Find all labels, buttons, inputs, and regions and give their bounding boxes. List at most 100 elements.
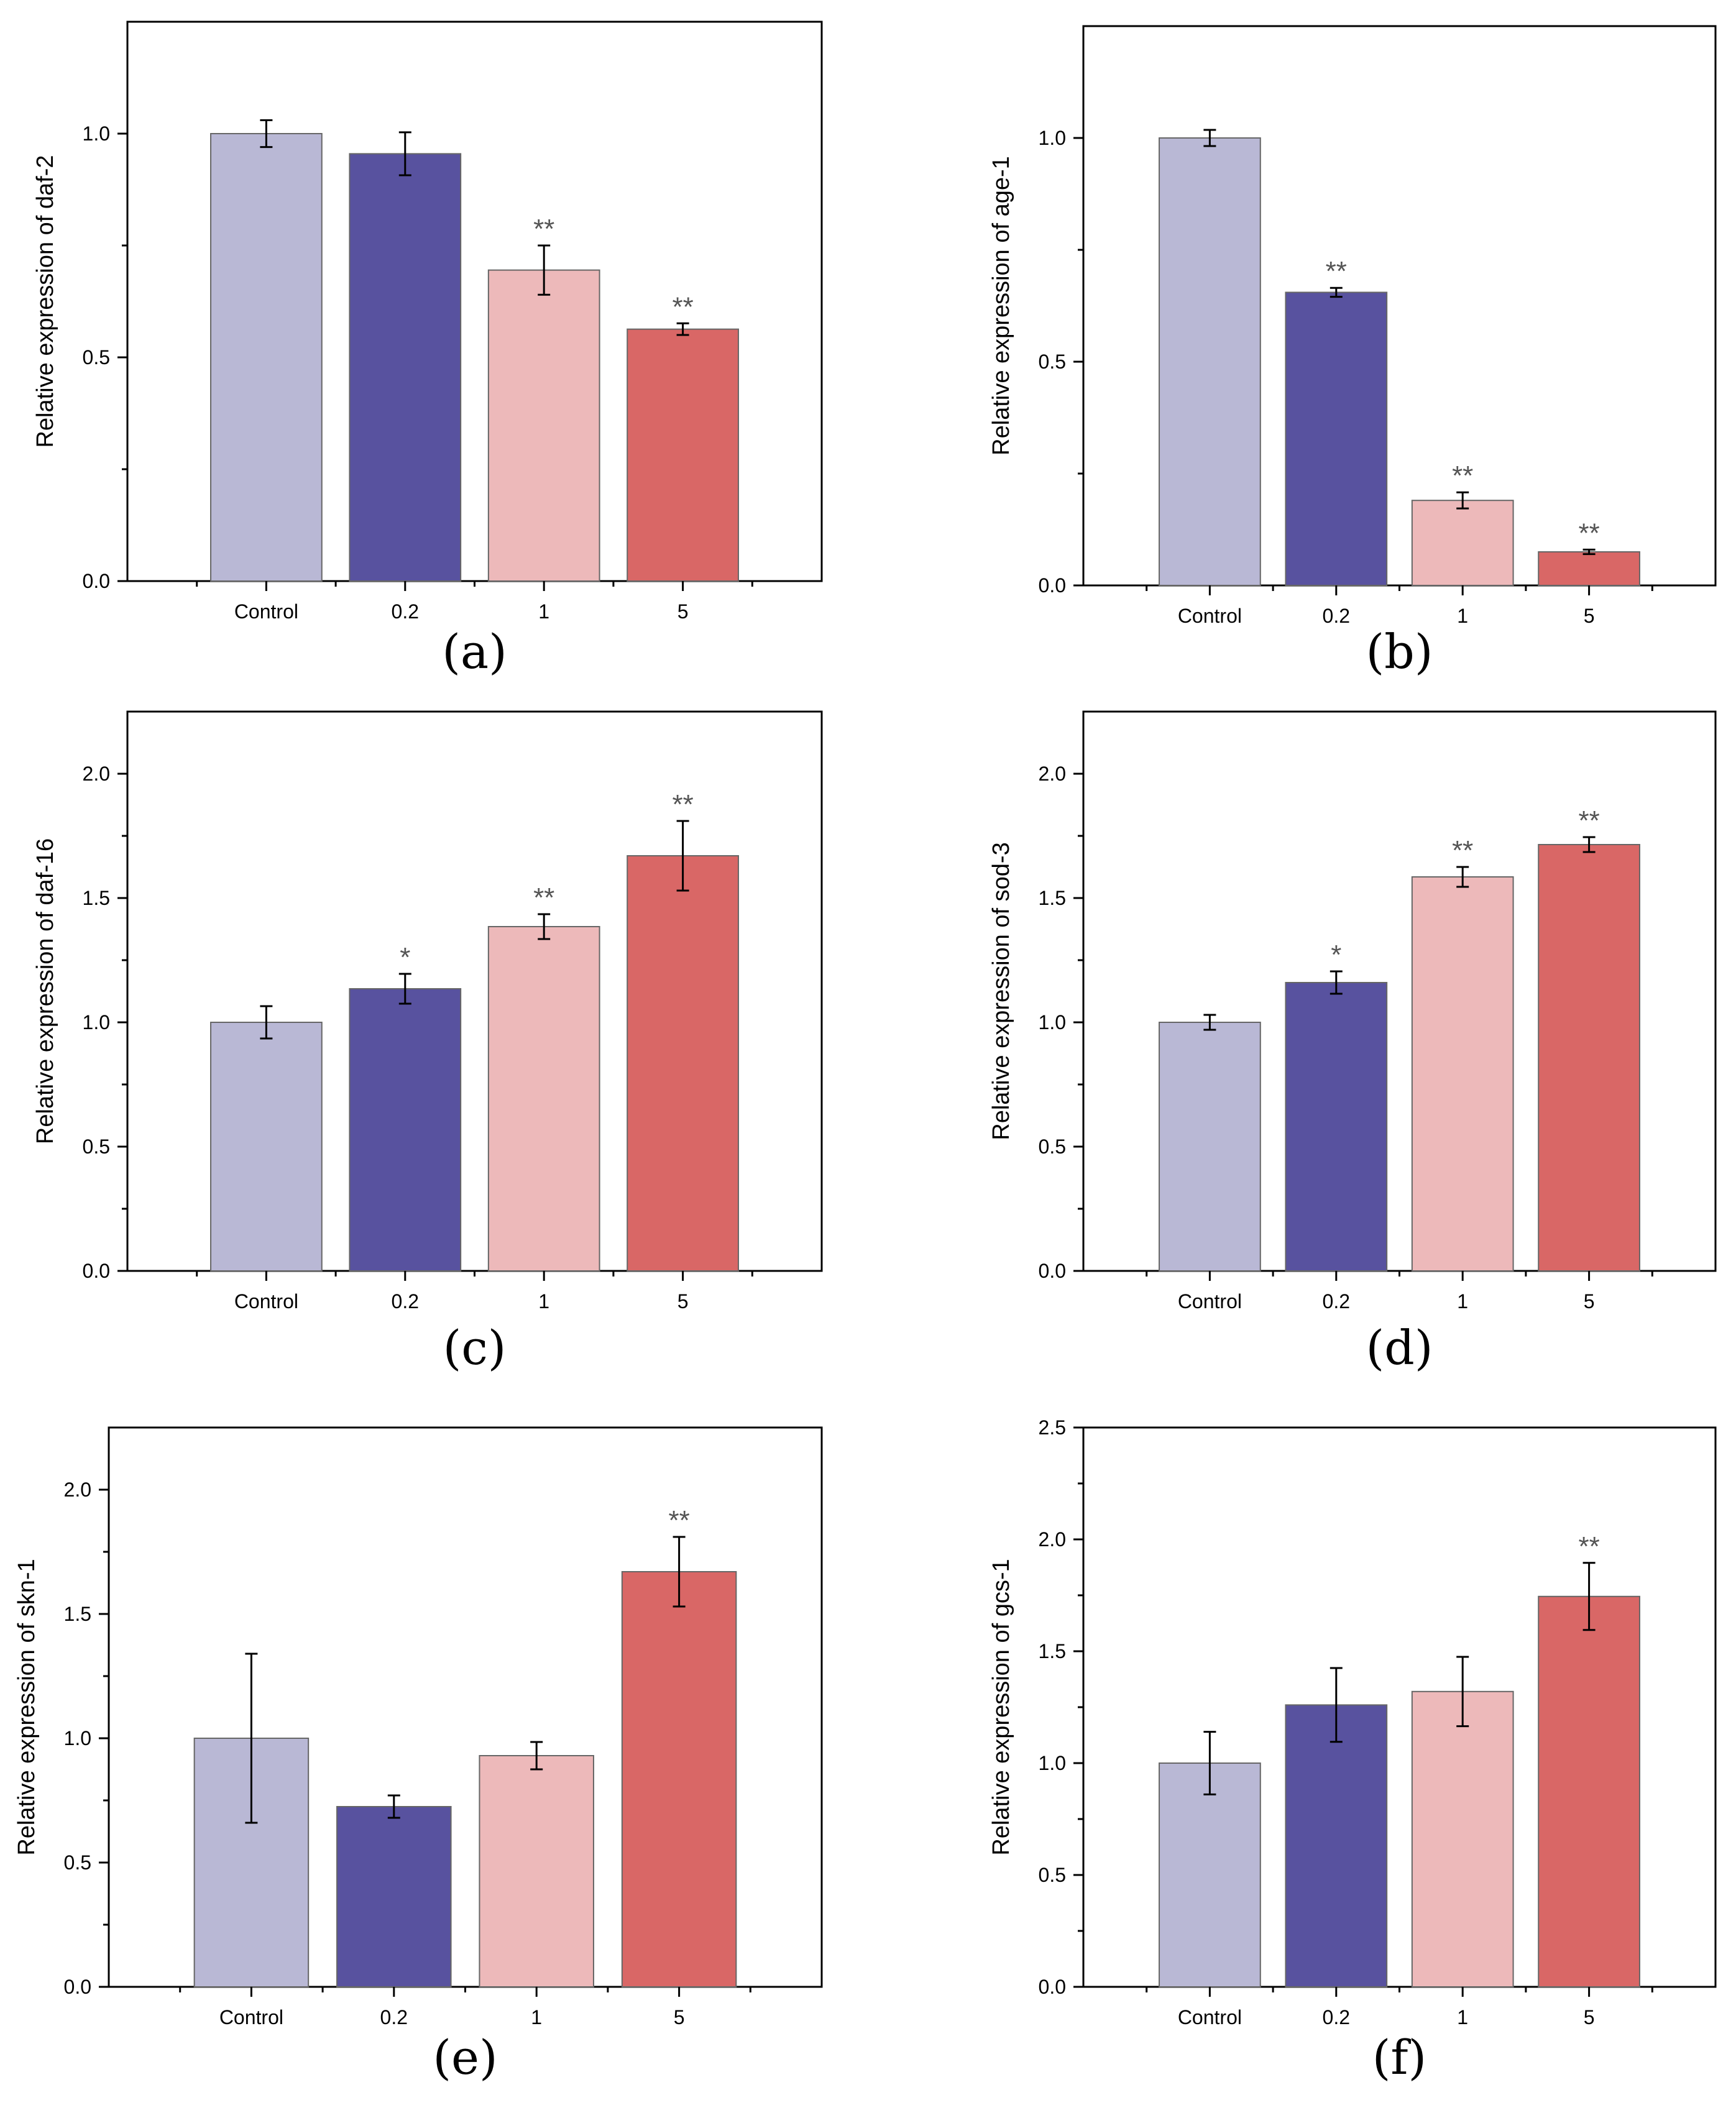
- error-bar: [1330, 970, 1343, 995]
- y-axis-label: Relative expression of daf-2: [32, 155, 58, 447]
- x-tick-label: 5: [1584, 2006, 1595, 2028]
- significance-mark: **: [668, 1505, 689, 1536]
- y-tick-label: 0.5: [1039, 1864, 1066, 1886]
- error-bar: [398, 973, 411, 1005]
- chart-panel-a: Control 0.2 ** 1 ** 5 0.0 0.5 1.0 Relative expres…: [32, 21, 823, 679]
- bar-5: [621, 1571, 737, 1987]
- y-tick-label: 0.5: [1039, 351, 1066, 373]
- chart-panel-f: Control 0.2 1 ** 5 0.0 0.5 1.0 1.5 2.0 2.5 Relative…: [988, 1416, 1717, 2085]
- y-tick-label: 0.0: [83, 570, 110, 592]
- error-bar: [1203, 1014, 1216, 1031]
- x-tick-label: Control: [1178, 2006, 1242, 2028]
- panel-label: (f): [1372, 2030, 1426, 2085]
- y-tick-label: 0.0: [64, 1976, 91, 1998]
- y-tick-label: 1.5: [1039, 1640, 1066, 1662]
- bar-5: [627, 328, 739, 582]
- error-bar: [1582, 1562, 1596, 1631]
- x-tick-label: 0.2: [380, 2006, 408, 2028]
- x-tick-label: 5: [677, 600, 689, 623]
- x-tick-label: Control: [1178, 605, 1242, 627]
- bar-0.2: [1285, 982, 1388, 1272]
- panel-label: (d): [1366, 1320, 1433, 1375]
- error-bar: [387, 1794, 400, 1819]
- significance-mark: **: [1452, 461, 1473, 491]
- y-tick-label: 0.0: [1039, 574, 1066, 597]
- x-tick-label: Control: [219, 2006, 283, 2028]
- y-tick-label: 2.0: [1039, 1528, 1066, 1551]
- panel-label: (a): [442, 624, 507, 679]
- y-tick-label: 0.5: [83, 1135, 110, 1158]
- x-tick-label: 0.2: [1323, 1290, 1350, 1313]
- chart-panel-b: Control ** 0.2 ** 1 ** 5 0.0 0.5 1.0 Relative expr…: [988, 25, 1717, 679]
- error-bar: [1456, 866, 1469, 888]
- panel-label: (b): [1366, 624, 1433, 679]
- y-tick-label: 1.0: [64, 1727, 91, 1749]
- significance-mark: **: [533, 214, 554, 244]
- x-tick-label: 1: [538, 600, 549, 623]
- significance-mark: **: [533, 882, 554, 913]
- x-tick-label: 1: [1457, 1290, 1468, 1313]
- x-tick-label: 1: [531, 2006, 542, 2028]
- error-bar: [1330, 1667, 1343, 1743]
- error-bar: [260, 119, 273, 149]
- x-tick-label: 0.2: [392, 600, 419, 623]
- significance-mark: **: [1452, 835, 1473, 866]
- y-tick-label: 0.0: [1039, 1976, 1066, 1998]
- bar-5: [1538, 551, 1640, 586]
- y-tick-label: 0.5: [1039, 1135, 1066, 1158]
- bar-1: [487, 269, 600, 582]
- panel-label: (e): [433, 2030, 497, 2085]
- error-bar: [538, 913, 551, 940]
- y-tick-label: 2.0: [64, 1478, 91, 1501]
- y-axis-label: Relative expression of skn-1: [14, 1559, 40, 1855]
- y-tick-label: 1.0: [1039, 1752, 1066, 1774]
- significance-mark: **: [1326, 256, 1347, 286]
- significance-mark: **: [672, 291, 693, 322]
- y-tick-label: 1.0: [1039, 1011, 1066, 1034]
- y-tick-label: 0.5: [83, 346, 110, 369]
- significance-mark: *: [400, 942, 410, 973]
- y-tick-label: 1.5: [1039, 887, 1066, 909]
- significance-mark: *: [1331, 940, 1341, 970]
- y-axis-label: Relative expression of age-1: [988, 156, 1014, 456]
- bar-0.2: [336, 1806, 452, 1987]
- y-tick-label: 1.0: [1039, 127, 1066, 149]
- chart-panel-c: Control * 0.2 ** 1 ** 5 0.0 0.5 1.0 1.5 2.0 Relative…: [32, 710, 823, 1375]
- x-tick-label: 0.2: [1323, 605, 1350, 627]
- bar-1: [479, 1755, 594, 1987]
- error-bar: [530, 1741, 543, 1771]
- chart-panel-e: Control 0.2 1 ** 5 0.0 0.5 1.0 1.5 2.0 Relative ex…: [14, 1426, 823, 2085]
- bar-0.2: [349, 988, 462, 1272]
- bar-control: [210, 1022, 323, 1272]
- bar-control: [210, 133, 323, 582]
- x-tick-label: 1: [538, 1290, 549, 1313]
- error-bar: [245, 1652, 258, 1824]
- error-bar: [1203, 1731, 1216, 1795]
- y-tick-label: 0.5: [64, 1851, 91, 1874]
- error-bar: [676, 322, 689, 336]
- y-tick-label: 1.5: [83, 887, 110, 909]
- bar-1: [1411, 1690, 1514, 1988]
- error-bar: [1456, 1656, 1469, 1728]
- panel-label: (c): [443, 1320, 507, 1375]
- bar-control: [1159, 1762, 1261, 1987]
- y-tick-label: 1.0: [83, 122, 110, 145]
- bar-0.2: [349, 153, 462, 582]
- x-tick-label: 0.2: [1323, 2006, 1350, 2028]
- bar-1: [487, 926, 600, 1272]
- y-tick-label: 2.0: [83, 763, 110, 785]
- bar-5: [1538, 1595, 1640, 1988]
- x-tick-label: 1: [1457, 2006, 1468, 2028]
- error-bar: [1582, 548, 1596, 556]
- significance-mark: **: [1578, 518, 1599, 548]
- x-tick-label: 5: [1584, 1290, 1595, 1313]
- y-tick-label: 2.0: [1039, 763, 1066, 785]
- x-tick-label: 1: [1457, 605, 1468, 627]
- y-tick-label: 0.0: [83, 1260, 110, 1282]
- error-bar: [538, 244, 551, 296]
- error-bar: [1456, 491, 1469, 510]
- significance-mark: **: [672, 789, 693, 820]
- significance-mark: **: [1578, 805, 1599, 836]
- error-bar: [398, 131, 411, 176]
